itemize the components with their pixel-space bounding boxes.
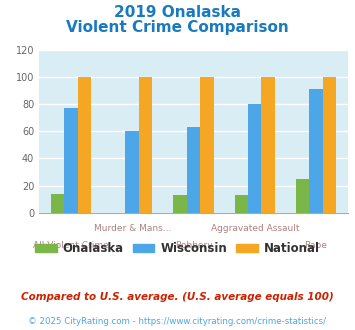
- Text: © 2025 CityRating.com - https://www.cityrating.com/crime-statistics/: © 2025 CityRating.com - https://www.city…: [28, 317, 327, 326]
- Bar: [296, 179, 309, 213]
- Text: Compared to U.S. average. (U.S. average equals 100): Compared to U.S. average. (U.S. average …: [21, 292, 334, 302]
- Bar: [248, 104, 262, 213]
- Bar: [187, 127, 200, 213]
- Bar: [125, 131, 139, 213]
- Bar: [78, 77, 91, 213]
- Text: 2019 Onalaska: 2019 Onalaska: [114, 5, 241, 20]
- Text: Violent Crime Comparison: Violent Crime Comparison: [66, 20, 289, 35]
- Bar: [262, 77, 275, 213]
- Text: Aggravated Assault: Aggravated Assault: [211, 224, 299, 233]
- Bar: [200, 77, 214, 213]
- Bar: [323, 77, 336, 213]
- Text: Robbery: Robbery: [175, 241, 212, 250]
- Bar: [64, 108, 78, 213]
- Legend: Onalaska, Wisconsin, National: Onalaska, Wisconsin, National: [31, 237, 324, 260]
- Text: Rape: Rape: [305, 241, 327, 250]
- Bar: [139, 77, 152, 213]
- Bar: [309, 89, 323, 213]
- Text: Murder & Mans...: Murder & Mans...: [93, 224, 171, 233]
- Text: All Violent Crime: All Violent Crime: [33, 241, 109, 250]
- Bar: [235, 195, 248, 213]
- Bar: [51, 194, 64, 213]
- Bar: [173, 195, 187, 213]
